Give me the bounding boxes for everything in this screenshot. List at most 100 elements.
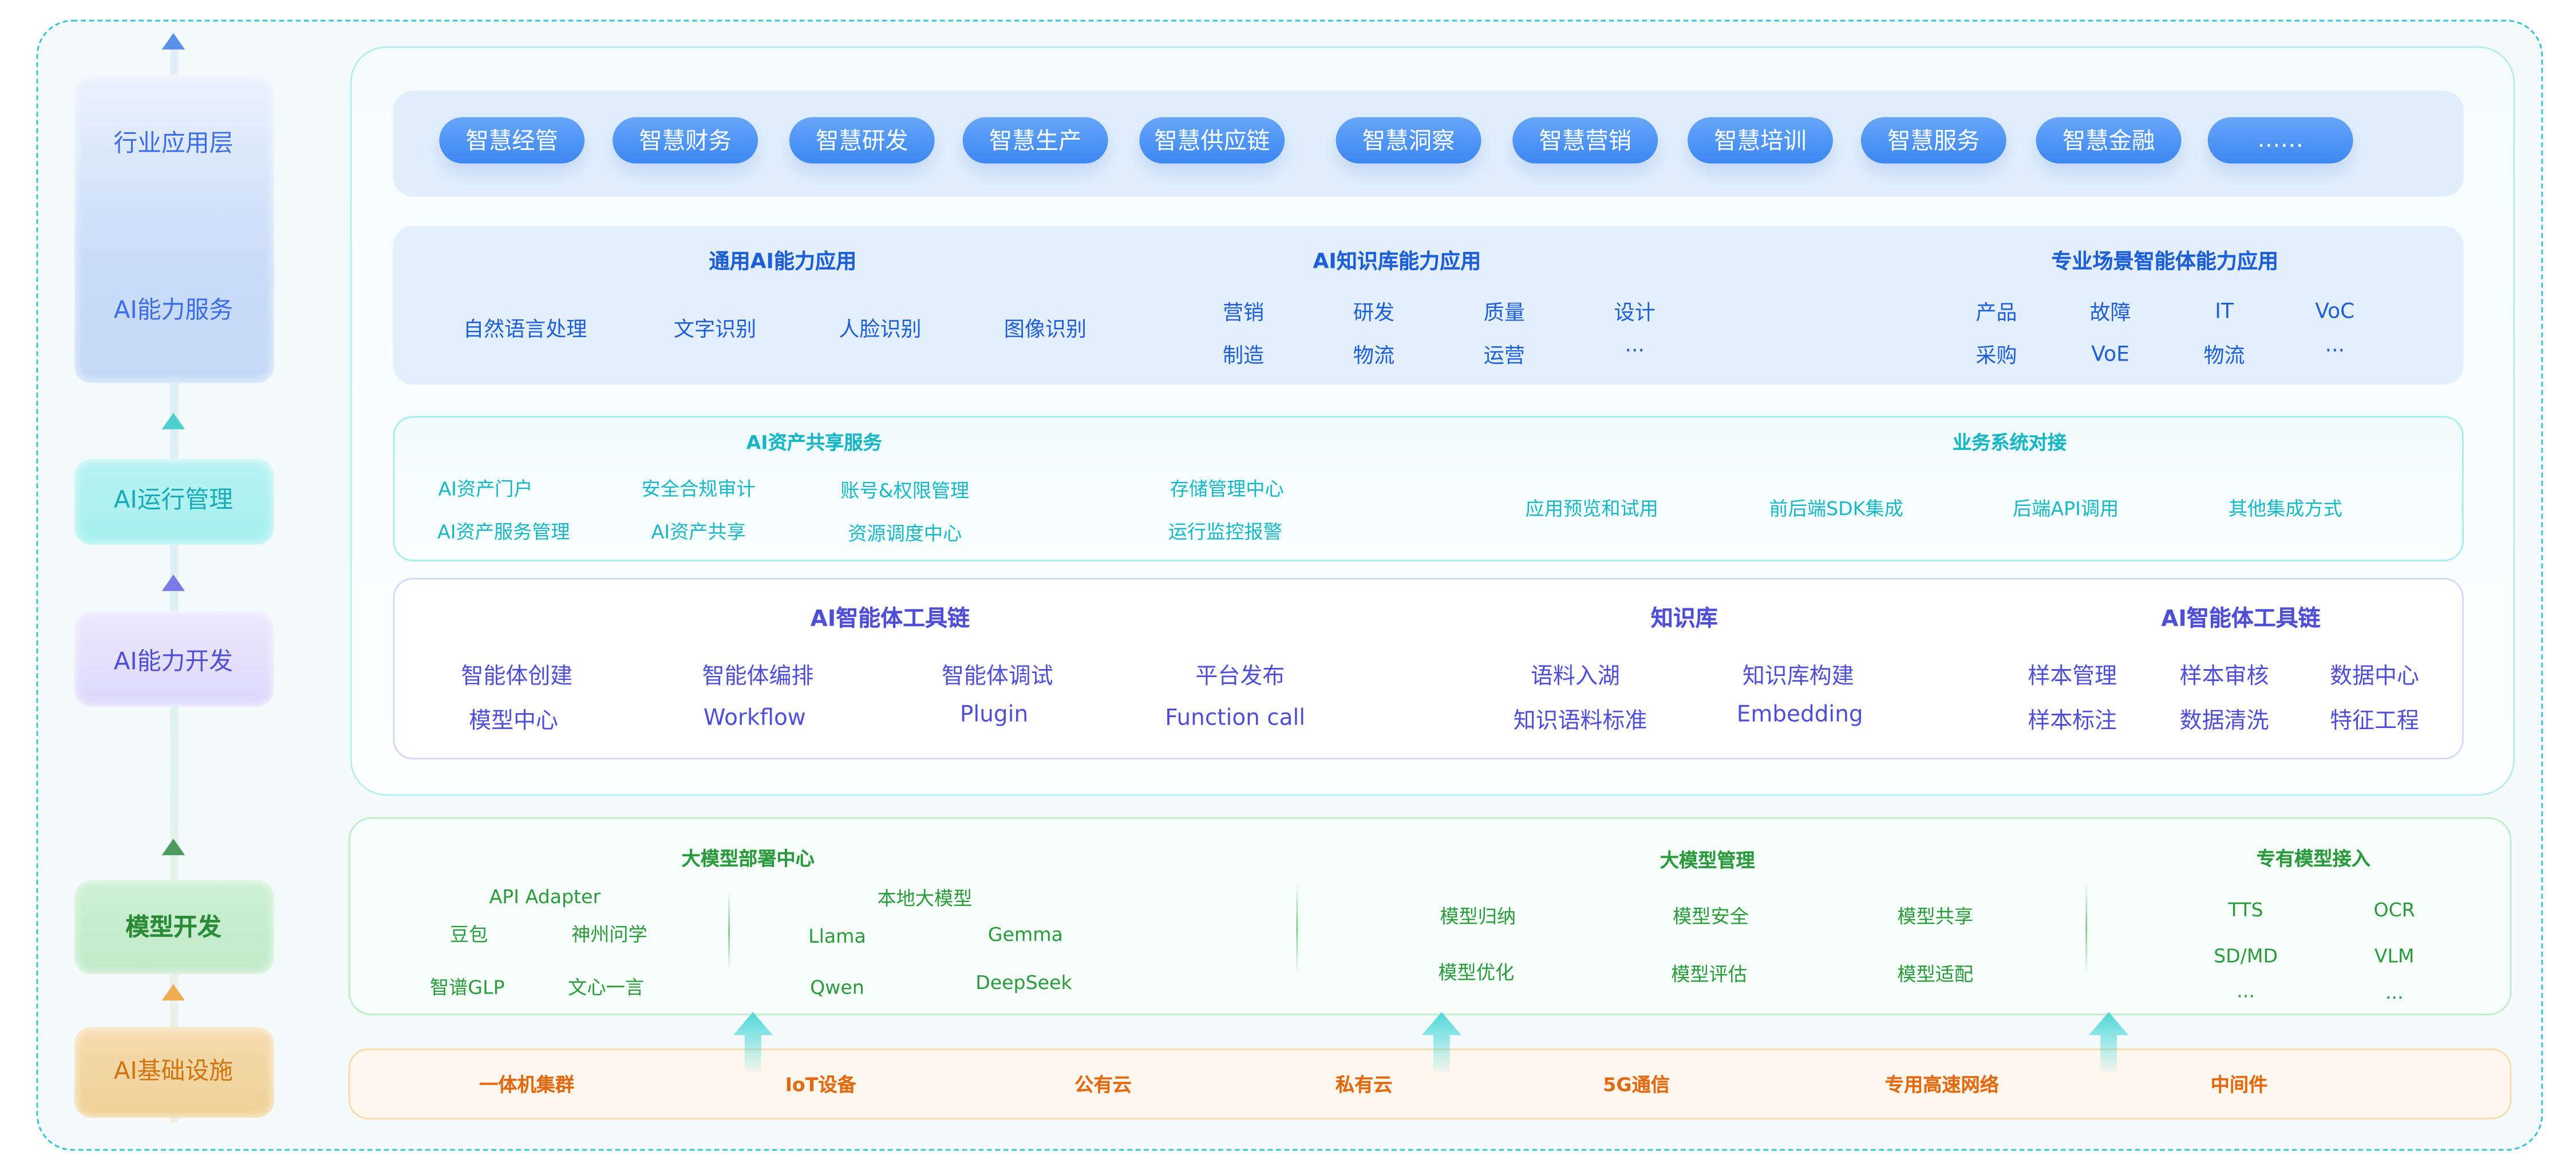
dev-item: 模型中心 — [469, 708, 558, 735]
model-item: 神州问学 — [571, 923, 647, 946]
service-item: 自然语言处理 — [463, 316, 587, 341]
dev-item: 数据清洗 — [2179, 708, 2269, 735]
ops-item: 账号&权限管理 — [840, 478, 970, 502]
dev-item: 智能体调试 — [941, 663, 1053, 690]
industry-app-pill[interactable]: 智慧供应链 — [1139, 117, 1285, 164]
ops-item: 其他集成方式 — [2228, 497, 2342, 520]
service-item: 运营 — [1483, 342, 1525, 367]
arrow-up-icon — [161, 33, 185, 50]
dev-item: 样本审核 — [2179, 663, 2269, 690]
industry-app-pill[interactable]: 智慧财务 — [613, 117, 758, 164]
divider — [1296, 883, 1298, 974]
layer-model-dev-label: 模型开发 — [125, 915, 222, 942]
arrow-up-icon — [1421, 1012, 1461, 1075]
service-item: 设计 — [1614, 299, 1656, 325]
arrow-up-icon — [2089, 1012, 2129, 1075]
layer-ai-ops-label: AI运行管理 — [113, 488, 234, 515]
service-item: VoE — [2091, 341, 2129, 366]
service-item: 质量 — [1483, 299, 1525, 325]
industry-app-pill[interactable]: 智慧生产 — [962, 117, 1108, 164]
arrow-up-icon — [161, 984, 185, 1001]
ops-item: 应用预览和试用 — [1525, 497, 1658, 520]
section-title: 业务系统对接 — [1953, 430, 2067, 454]
ai-ops-row — [393, 416, 2464, 561]
section-title: 知识库 — [1650, 606, 1718, 632]
model-item: 模型评估 — [1671, 962, 1747, 986]
service-item: IT — [2215, 298, 2234, 323]
section-title: 专业场景智能体能力应用 — [2051, 248, 2279, 274]
industry-app-pill[interactable]: 智慧营销 — [1512, 117, 1658, 164]
industry-app-pill[interactable]: 智慧洞察 — [1336, 117, 1481, 164]
model-item: Qwen — [810, 975, 864, 999]
section-title: 通用AI能力应用 — [709, 248, 857, 274]
layer-ai-service — [74, 74, 274, 383]
service-item: 营销 — [1223, 299, 1265, 325]
section-title: 大模型管理 — [1660, 848, 1755, 872]
service-item: 物流 — [1353, 342, 1395, 367]
ai-dev-row — [393, 577, 2464, 759]
ops-item: 安全合规审计 — [641, 477, 756, 501]
infra-item: 私有云 — [1335, 1073, 1393, 1097]
infra-item: 一体机集群 — [479, 1073, 575, 1097]
infra-item: 5G通信 — [1603, 1073, 1670, 1097]
industry-app-pill[interactable]: 智慧金融 — [2036, 117, 2182, 164]
service-item: 故障 — [2089, 299, 2131, 325]
model-item: 模型适配 — [1897, 962, 1974, 986]
ops-item: 后端API调用 — [2013, 497, 2119, 520]
model-item: API Adapter — [489, 885, 601, 908]
dev-item: 语料入湖 — [1531, 663, 1620, 690]
ops-item: AI资产门户 — [438, 477, 533, 501]
industry-app-pill[interactable]: 智慧培训 — [1688, 117, 1833, 164]
service-item: 人脸识别 — [839, 316, 922, 341]
model-item: Llama — [808, 924, 866, 948]
ops-item: AI资产共享 — [651, 520, 746, 544]
dev-item: Workflow — [703, 705, 806, 731]
section-title: AI智能体工具链 — [2161, 606, 2321, 632]
arrow-up-icon — [161, 838, 185, 856]
dev-item: 数据中心 — [2330, 663, 2419, 690]
dev-item: Function call — [1165, 705, 1306, 731]
model-item: 本地大模型 — [877, 887, 973, 910]
section-title: 大模型部署中心 — [681, 846, 815, 871]
model-item: 豆包 — [450, 923, 488, 946]
service-item: 文字识别 — [673, 316, 757, 341]
dev-item: 智能体创建 — [461, 663, 573, 690]
ops-item: 存储管理中心 — [1170, 477, 1284, 501]
ai-service-row — [393, 226, 2464, 385]
dev-item: Plugin — [959, 701, 1029, 729]
arrow-up-icon — [161, 413, 185, 429]
section-title: AI资产共享服务 — [746, 430, 882, 454]
section-title: AI知识库能力应用 — [1313, 248, 1481, 274]
dev-item: 特征工程 — [2330, 708, 2419, 735]
layer-ai-dev — [74, 611, 274, 707]
ops-item: 运行监控报警 — [1168, 520, 1282, 544]
dev-item: 样本管理 — [2028, 663, 2117, 690]
arrow-up-icon — [733, 1012, 773, 1075]
dev-item: 知识语料标准 — [1513, 708, 1647, 735]
layer-ai-dev-label: AI能力开发 — [113, 650, 234, 677]
ops-item: AI资产服务管理 — [437, 520, 570, 544]
service-item: VoC — [2315, 298, 2355, 323]
model-item: 文心一言 — [568, 975, 644, 999]
service-item: 研发 — [1353, 299, 1395, 325]
layer-ai-ops — [74, 458, 274, 545]
industry-app-pill[interactable]: 智慧研发 — [789, 117, 935, 164]
ops-item: 资源调度中心 — [848, 521, 962, 545]
service-item: 图像识别 — [1003, 316, 1087, 341]
service-item: 采购 — [1976, 342, 2017, 367]
model-item: SD/MD — [2214, 944, 2278, 968]
dev-item: 平台发布 — [1195, 663, 1285, 690]
layer-ai-service-label: AI能力服务 — [113, 298, 234, 325]
model-item: ... — [2237, 979, 2255, 1002]
dev-item: Embedding — [1736, 701, 1863, 729]
model-item: ... — [2385, 980, 2404, 1004]
more-apps-pill[interactable]: …… — [2207, 117, 2353, 164]
infra-item: 公有云 — [1074, 1073, 1132, 1097]
model-panel — [348, 817, 2512, 1016]
model-item: TTS — [2228, 898, 2263, 921]
industry-app-pill[interactable]: 智慧经管 — [439, 117, 585, 164]
industry-app-pill[interactable]: 智慧服务 — [1860, 117, 2006, 164]
service-item: 产品 — [1976, 299, 2017, 325]
model-item: 模型安全 — [1673, 904, 1749, 928]
